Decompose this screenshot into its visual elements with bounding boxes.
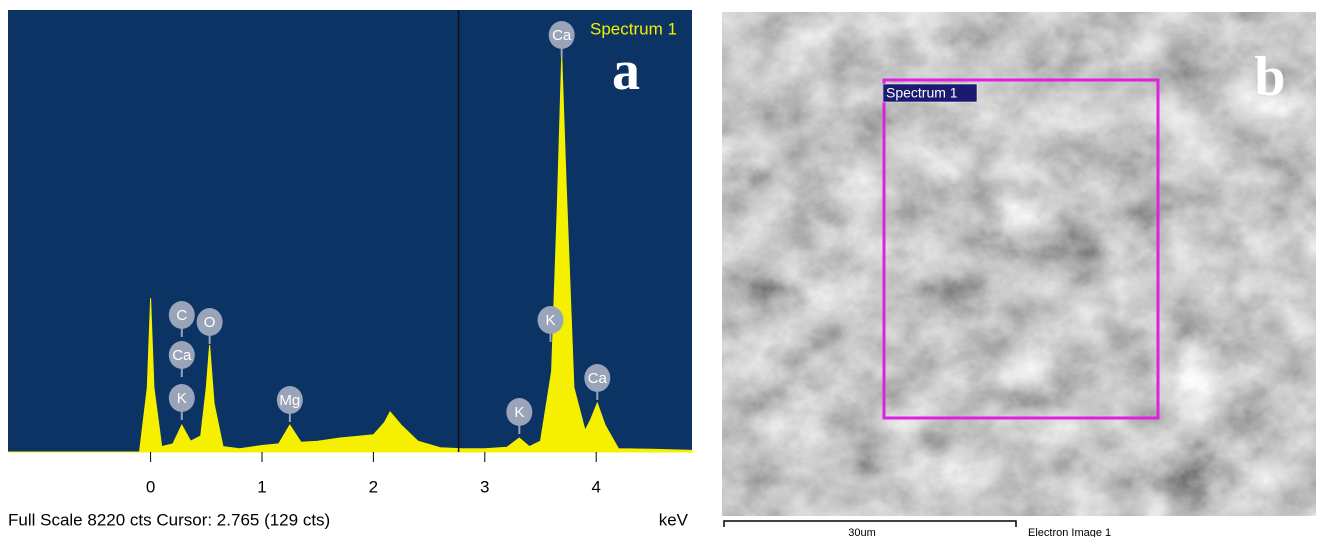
region-tag (882, 83, 978, 103)
peak-label: O (204, 314, 216, 331)
peak-label: K (514, 404, 524, 421)
sem-image (722, 12, 1316, 516)
peak-marker (548, 21, 575, 49)
x-unit: keV (659, 510, 689, 529)
peak-marker (196, 308, 223, 336)
peak-marker (168, 341, 195, 369)
caption: Electron Image 1 (1028, 527, 1111, 537)
spectrum (8, 55, 693, 453)
peak-label: K (546, 312, 556, 329)
plot-background (8, 10, 692, 452)
image-panel: Spectrum 1 b 30um Electron Image 1 (722, 12, 1316, 539)
peak-label: Mg (279, 392, 300, 409)
peak-label: Ca (588, 370, 608, 387)
peak-label: Ca (552, 27, 572, 44)
region-label: Spectrum 1 (886, 85, 958, 101)
peak-marker (584, 364, 611, 392)
peak-marker (537, 306, 564, 334)
peak-label: Ca (172, 347, 192, 364)
peak-marker (506, 398, 533, 426)
x-tick-label: 3 (480, 477, 489, 496)
panel-label: b (1254, 46, 1285, 108)
peak-marker (168, 301, 195, 329)
peak-label: C (176, 307, 187, 324)
scale-bar (723, 520, 1017, 527)
spectrum-panel: Spectrum 1 a Full Scale 8220 cts Cursor:… (8, 10, 693, 529)
footer: Full Scale 8220 cts Cursor: 2.765 (129 c… (8, 510, 330, 529)
x-tick-label: 1 (257, 477, 266, 496)
peak-marker (168, 384, 195, 412)
region-box (882, 78, 1160, 420)
panel-label: a (612, 40, 640, 102)
peak-label: K (177, 390, 187, 407)
scale-bar-label: 30um (848, 527, 876, 537)
x-tick-label: 4 (591, 477, 600, 496)
x-tick-label: 2 (369, 477, 378, 496)
legend: Spectrum 1 (590, 19, 677, 38)
peak-marker (276, 386, 303, 414)
x-tick-label: 0 (146, 477, 155, 496)
